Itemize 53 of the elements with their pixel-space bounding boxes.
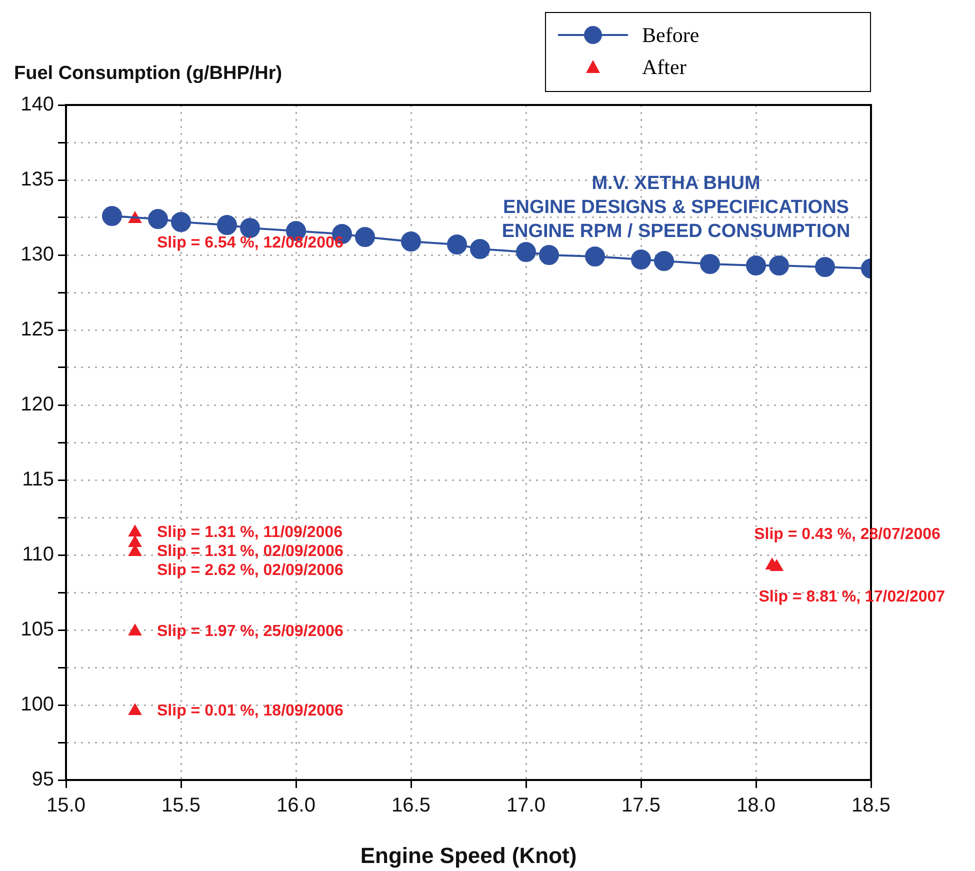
y-tick-label: 125: [20, 318, 54, 341]
point: [769, 256, 789, 276]
y-tick-label: 130: [20, 244, 54, 266]
y-tick-label: 100: [20, 694, 54, 716]
point: [355, 227, 375, 247]
point: [770, 560, 784, 571]
annotation: Slip = 1.97 %, 25/09/2006: [157, 622, 344, 640]
y-tick-label: 135: [20, 168, 54, 191]
point: [539, 245, 559, 265]
point: [447, 234, 467, 254]
point: [217, 215, 237, 235]
y-axis-title: Fuel Consumption (g/BHP/Hr): [14, 63, 282, 84]
point: [102, 206, 122, 226]
y-tick-label: 115: [22, 468, 54, 491]
y-tick-label: 140: [20, 94, 54, 116]
legend-label: Before: [642, 22, 700, 48]
annotation: Slip = 1.31 %, 11/09/2006: [157, 524, 343, 541]
y-tick-label: 110: [22, 544, 54, 566]
x-tick-label: 15.5: [162, 794, 200, 817]
x-tick-label: 17.5: [622, 794, 660, 817]
text: M.V. XETHA BHUM: [592, 173, 760, 194]
point: [631, 250, 651, 270]
point: [700, 254, 720, 274]
point: [516, 242, 536, 262]
point: [128, 704, 142, 715]
point: [746, 256, 766, 276]
y-tick-label: 120: [20, 394, 54, 416]
point: [128, 624, 142, 636]
annotation: Slip = 2.62 %, 02/09/2006: [157, 562, 344, 579]
point: [401, 232, 421, 252]
x-tick-label: 18.5: [852, 794, 890, 817]
x-tick-label: 18.0: [736, 794, 776, 817]
legend-label: After: [642, 54, 686, 80]
annotation: Slip = 6.54 %, 12/08/2006: [157, 234, 344, 252]
point: [470, 239, 490, 259]
y-tick-label: 105: [20, 618, 54, 641]
point: [148, 209, 168, 229]
text: ENGINE DESIGNS & SPECIFICATIONS ENGINE RPM / SPEED CONSUMPTION: [502, 197, 850, 242]
x-tick-label: 16.5: [392, 794, 430, 817]
point: [171, 212, 191, 232]
point: [128, 536, 142, 547]
point: [240, 218, 260, 238]
point: [585, 246, 605, 266]
point: [815, 257, 835, 277]
point: [654, 251, 674, 271]
x-tick-label: 15.0: [46, 794, 86, 817]
x-tick-label: 17.0: [506, 794, 546, 817]
point: [128, 525, 142, 536]
annotation: Slip = 1.31 %, 02/09/2006: [157, 542, 344, 560]
y-tick-label: 95: [32, 768, 54, 791]
x-tick-label: 16.0: [276, 794, 316, 817]
annotation: Slip = 0.01 %, 18/09/2006: [157, 702, 344, 720]
x-axis-title: Engine Speed (Knot): [360, 843, 577, 868]
